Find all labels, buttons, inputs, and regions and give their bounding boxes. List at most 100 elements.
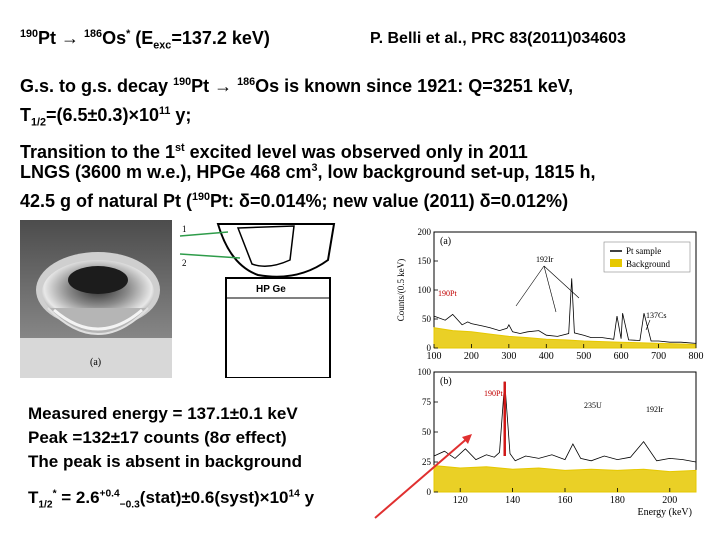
y-tick-label: 25: [422, 457, 432, 467]
series-background-area: [433, 327, 697, 349]
mass-number: 186: [84, 28, 103, 40]
ordinal-suffix: st: [175, 141, 185, 154]
mass-number: 190: [173, 76, 192, 88]
text-run: y: [299, 488, 315, 507]
peak-annotation: 235U: [584, 401, 602, 410]
y-axis-label: Counts/(0.5 keV): [396, 259, 406, 322]
y-tick-label: 100: [418, 285, 432, 295]
x-tick-label: 100: [427, 351, 442, 362]
exponent: 3: [311, 162, 318, 174]
detector-diagram: 1 2 HP Ge: [178, 220, 354, 379]
diagram-label-2: 2: [182, 258, 187, 268]
setup-paragraph: LNGS (3600 m w.e.), HPGe 468 cm3, low ba…: [20, 156, 596, 214]
diagram-label-1: 1: [182, 224, 187, 234]
text-run: Pt: [191, 76, 215, 96]
spectrum-chart-b: 120 140 160 180 200 0 25 50 75 100 (b) Energy (keV)…: [418, 367, 697, 518]
energy-label: (E: [135, 28, 154, 48]
x-tick-label: 140: [505, 495, 520, 506]
intro-line-3: Transition to the 1st excited level was …: [20, 136, 573, 165]
y-tick-label: 50: [422, 314, 432, 324]
subscript: 1/2: [31, 116, 47, 129]
text-run: (stat)±0.6(syst)×10: [139, 488, 289, 507]
peak-annotation: 190Pt: [484, 389, 503, 398]
element-symbol: Pt: [38, 28, 57, 48]
annotation-pointer: [515, 265, 545, 307]
y-tick-label: 200: [418, 227, 432, 237]
y-tick-label: 0: [427, 343, 432, 353]
x-tick-label: 200: [662, 495, 677, 506]
mass-number: 190: [20, 28, 39, 40]
peak-annotation: 192Ir: [536, 255, 554, 264]
arrow-icon: →: [61, 28, 80, 48]
subscript: 1/2: [38, 499, 53, 511]
text-run: T: [20, 105, 31, 125]
energy-subscript: exc: [153, 39, 172, 52]
x-tick-label: 500: [576, 351, 591, 362]
excited-marker: *: [52, 488, 57, 500]
results-box: Measured energy = 137.1±0.1 keV Peak =13…: [20, 396, 392, 536]
text-run: = 2.6: [56, 488, 100, 507]
annotation-pointer: [645, 319, 651, 331]
panel-label: (a): [440, 236, 451, 247]
x-tick-label: 120: [453, 495, 468, 506]
platinum-cup-image: (a): [20, 220, 172, 378]
result-peak: Peak =132±17 counts (8σ effect): [28, 428, 287, 447]
x-tick-label: 400: [539, 351, 554, 362]
legend-entry-sample: Pt sample: [626, 246, 661, 256]
series-sample-line: [433, 278, 697, 344]
exponent: 11: [158, 105, 171, 117]
text-run: Os is known since 1921: Q=3251 keV,: [255, 76, 574, 96]
legend-swatch-background: [610, 259, 622, 267]
intro-line-1: G.s. to g.s. decay 190Pt → 186Os is know…: [20, 70, 573, 99]
x-tick-label: 700: [651, 351, 666, 362]
y-tick-label: 50: [422, 427, 432, 437]
element-symbol: Os: [102, 28, 127, 48]
text-run: G.s. to g.s. decay: [20, 76, 174, 96]
y-tick-label: 100: [418, 368, 432, 377]
photo-label-a: (a): [90, 357, 101, 368]
mass-number: 186: [237, 76, 256, 88]
text-run: y;: [170, 105, 192, 125]
legend-entry-background: Background: [626, 259, 670, 269]
spectrum-panel-a: 100 200 300 400 500 600 700 800 0 50 100 150 200 (a) C…: [394, 226, 704, 366]
upper-error: +0.4: [99, 488, 120, 500]
mass-number: 190: [192, 191, 211, 203]
detector-label: HP Ge: [256, 284, 286, 295]
x-tick-label: 200: [464, 351, 479, 362]
arrow-icon: →: [214, 76, 233, 96]
text-run: , low background set-up, 1815 h,: [317, 162, 596, 182]
x-tick-label: 300: [501, 351, 516, 362]
text-run: T: [28, 488, 39, 507]
peak-annotation: 192Ir: [646, 405, 664, 414]
y-tick-label: 150: [418, 256, 432, 266]
exponent: 14: [288, 488, 300, 500]
spectrum-panel-b: 120 140 160 180 200 0 25 50 75 100 (b) Energy (keV)…: [394, 367, 704, 520]
x-tick-label: 160: [558, 495, 573, 506]
x-axis-label: Energy (keV): [637, 507, 692, 518]
x-tick-label: 800: [689, 351, 704, 362]
peak-annotation: 137Cs: [646, 311, 666, 320]
y-tick-label: 75: [422, 397, 432, 407]
y-tick-label: 0: [427, 487, 432, 497]
series-sample-line: [433, 381, 697, 463]
text-run: LNGS (3600 m w.e.), HPGe 468 cm: [20, 162, 312, 182]
annotation-pointer: [543, 265, 557, 313]
result-energy: Measured energy = 137.1±0.1 keV: [28, 404, 298, 423]
x-tick-label: 600: [614, 351, 629, 362]
x-tick-label: 180: [610, 495, 625, 506]
excited-marker: *: [126, 28, 131, 40]
text-run: =(6.5±0.3)×10: [46, 105, 159, 125]
text-run: Pt: δ=0.014%; new value (2011) δ=0.012%): [210, 191, 569, 211]
result-background: The peak is absent in background: [28, 452, 302, 471]
lower-error: −0.3: [119, 499, 140, 511]
peak-annotation: 190Pt: [438, 289, 457, 298]
energy-value: =137.2 keV): [171, 28, 270, 48]
setup-line-2: 42.5 g of natural Pt (190Pt: δ=0.014%; n…: [20, 185, 596, 214]
setup-line-1: LNGS (3600 m w.e.), HPGe 468 cm3, low ba…: [20, 156, 596, 185]
text-run: Transition to the 1: [20, 141, 176, 162]
annotation-pointer: [543, 265, 580, 299]
intro-paragraph: G.s. to g.s. decay 190Pt → 186Os is know…: [20, 70, 573, 165]
spectrum-chart-a: 100 200 300 400 500 600 700 800 0 50 100 150 200 (a) C…: [396, 227, 704, 362]
sample-photo: (a): [20, 220, 172, 378]
half-life-result: T1/2* = 2.6+0.4−0.3(stat)±0.6(syst)×1014…: [28, 488, 314, 510]
